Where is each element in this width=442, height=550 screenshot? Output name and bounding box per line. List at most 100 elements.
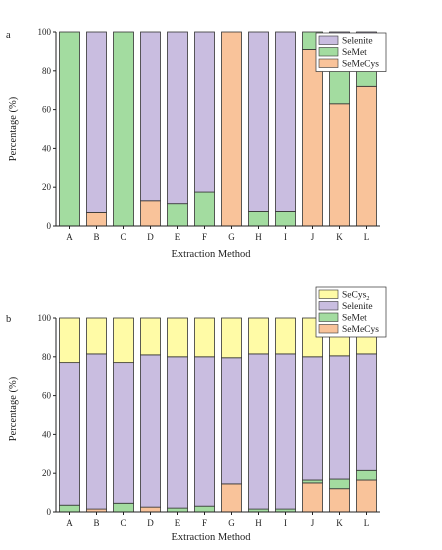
a-bar-C-SeMet [113,31,134,227]
b-bar-G-SeCys2 [221,317,242,359]
b-y-tick-label: 100 [38,313,52,323]
b-bar-A-Selenite [59,362,80,506]
b-bar-G-Selenite [221,357,242,485]
b-legend-swatch-SeMeCys [318,324,339,334]
a-y-tick-label: 20 [42,182,52,192]
a-bar-D-Selenite [140,31,161,202]
a-bar-F-Selenite [194,31,215,193]
b-legend-swatch-SeMet [318,312,339,322]
a-x-tick-label-F: F [202,232,207,242]
a-legend-swatch-Selenite [318,35,339,45]
b-bar-F-Selenite [194,356,215,507]
b-x-tick-label-B: B [93,518,99,528]
a-bar-A-SeMet [59,31,80,227]
b-legend-label-Selenite: Selenite [342,302,373,312]
b-bar-D-SeCys2 [140,317,161,356]
b-bar-L-Selenite [356,353,377,471]
b-bar-C-SeMet [113,502,134,513]
b-bar-B-Selenite [86,353,107,510]
b-bar-C-Selenite [113,362,134,504]
b-bar-J-SeMeCys [302,482,323,513]
panel-a-y-axis-label: Percentage (%) [8,96,19,161]
a-x-tick-label-E: E [175,232,181,242]
b-x-tick-label-A: A [66,518,73,528]
b-y-tick-label: 0 [47,507,52,517]
a-x-tick-label-A: A [66,232,73,242]
a-bar-I-SeMet [275,211,296,227]
a-x-tick-label-J: J [311,232,315,242]
b-x-tick-label-I: I [284,518,287,528]
b-bar-J-Selenite [302,356,323,481]
b-bar-A-SeMet [59,504,80,513]
b-legend-swatch-Selenite [318,301,339,311]
panel-b-label: b [6,314,11,325]
a-legend-label-SeMet: SeMet [342,48,367,58]
a-x-tick-label-G: G [228,232,235,242]
a-y-tick-label: 40 [42,143,52,153]
a-x-tick-label-L: L [364,232,370,242]
a-bar-E-SeMet [167,203,188,227]
a-x-tick-label-K: K [336,232,343,242]
b-x-tick-label-D: D [147,518,154,528]
b-bar-D-Selenite [140,354,161,508]
a-bar-J-SeMeCys [302,49,323,227]
a-bar-F-SeMet [194,191,215,227]
b-bar-H-SeCys2 [248,317,269,355]
b-x-tick-label-F: F [202,518,207,528]
a-bar-I-Selenite [275,31,296,212]
a-legend-swatch-SeMeCys [318,58,339,68]
panel-b-y-axis-label: Percentage (%) [8,376,19,441]
b-x-tick-label-L: L [364,518,370,528]
a-x-tick-label-H: H [255,232,262,242]
b-bar-F-SeMet [194,505,215,513]
b-legend-label-SeCys2: SeCys2 [342,291,370,303]
panel-a: a Percentage (%) Extraction Method A B C D E… [6,27,387,260]
b-legend-swatch-SeCys2 [318,289,339,299]
b-x-tick-label-E: E [175,518,181,528]
a-y-tick-label: 100 [38,27,52,37]
b-bar-L-SeMeCys [356,479,377,513]
b-y-tick-label: 20 [42,468,52,478]
a-legend-label-Selenite: Selenite [342,37,373,47]
panel-b: b Percentage (%) Extraction Method A B C D E… [6,286,387,543]
a-legend-swatch-SeMet [318,47,339,57]
b-x-tick-label-J: J [311,518,315,528]
b-x-tick-label-G: G [228,518,235,528]
b-x-tick-label-H: H [255,518,262,528]
a-bar-H-Selenite [248,31,269,212]
b-bar-A-SeCys2 [59,317,80,364]
b-legend-label-SeMet: SeMet [342,314,367,324]
b-bar-E-Selenite [167,356,188,509]
b-bar-K-SeMet [329,478,350,490]
b-bar-B-SeCys2 [86,317,107,355]
b-x-tick-label-K: K [336,518,343,528]
b-bar-H-Selenite [248,353,269,510]
b-bar-K-SeMeCys [329,488,350,513]
a-bar-H-SeMet [248,211,269,227]
panel-a-label: a [6,30,11,41]
b-bar-F-SeCys2 [194,317,215,358]
a-x-tick-label-I: I [284,232,287,242]
a-bar-L-SeMeCys [356,85,377,227]
b-x-tick-label-C: C [120,518,126,528]
a-bar-B-SeMeCys [86,212,107,227]
b-bar-I-SeCys2 [275,317,296,355]
a-legend-label-SeMeCys: SeMeCys [342,60,379,70]
panel-b-x-axis-label: Extraction Method [171,532,251,543]
b-legend-label-SeMeCys: SeMeCys [342,325,379,335]
b-y-tick-label: 40 [42,429,52,439]
a-y-tick-label: 80 [42,66,52,76]
b-bar-C-SeCys2 [113,317,134,364]
panel-a-x-axis-label: Extraction Method [171,249,251,260]
b-bar-E-SeCys2 [167,317,188,358]
b-bar-J-SeMet [302,479,323,484]
a-bar-K-SeMeCys [329,103,350,227]
b-bar-I-Selenite [275,353,296,510]
b-y-tick-label: 60 [42,391,52,401]
b-bar-K-Selenite [329,355,350,480]
b-bar-L-SeMet [356,469,377,481]
a-x-tick-label-D: D [147,232,154,242]
